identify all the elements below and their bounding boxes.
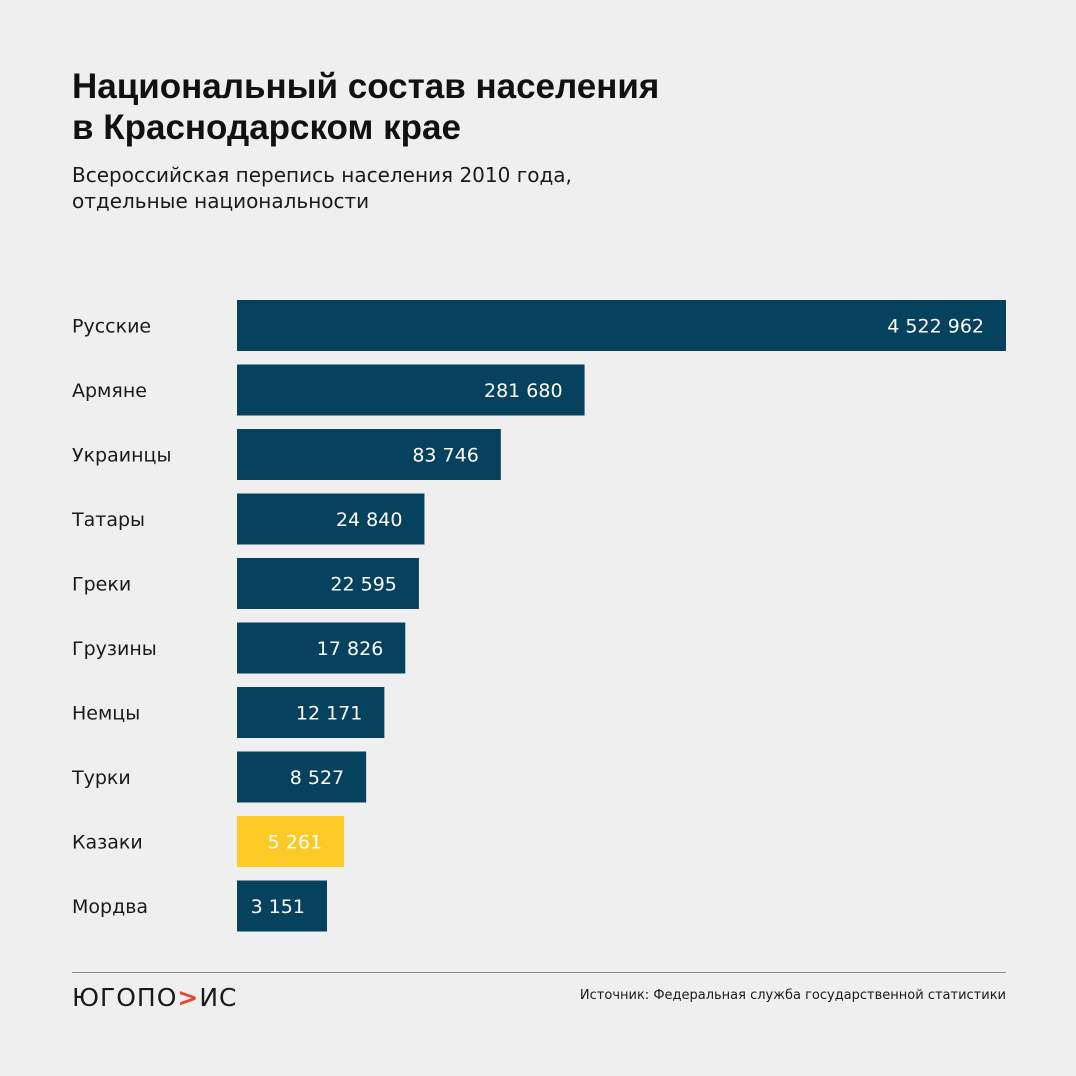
chart-subtitle-line2: отдельные национальности <box>72 189 370 213</box>
bar-9 <box>237 880 327 932</box>
category-label: Немцы <box>72 703 140 725</box>
chart-subtitle-line1: Всероссийская перепись населения 2010 го… <box>72 163 572 187</box>
footer-divider <box>72 972 1006 973</box>
bar-6 <box>237 687 385 738</box>
bar-0 <box>237 300 1006 351</box>
value-label: 12 171 <box>296 703 362 725</box>
category-label: Украинцы <box>72 445 171 467</box>
chart-title-line1: Национальный состав населения <box>72 67 660 106</box>
bar-4 <box>237 558 419 609</box>
value-label: 281 680 <box>484 380 563 402</box>
bar-2 <box>237 429 501 480</box>
value-label: 4 522 962 <box>887 316 984 338</box>
category-label: Татары <box>71 509 145 531</box>
source-note: Источник: Федеральная служба государстве… <box>579 988 1006 1003</box>
brand-logo: ЮГОПО>ИС <box>72 983 238 1012</box>
category-label: Русские <box>72 316 151 338</box>
logo-text-2: ИС <box>199 983 238 1012</box>
category-label: Греки <box>72 574 131 596</box>
value-label: 24 840 <box>336 509 402 531</box>
category-label: Мордва <box>72 896 148 918</box>
bar-1 <box>237 364 585 416</box>
value-label: 17 826 <box>317 638 383 660</box>
bar-5 <box>237 622 406 674</box>
value-label: 5 261 <box>268 832 322 854</box>
category-label: Армяне <box>72 380 147 402</box>
chart-title-line2: в Краснодарском крае <box>72 108 461 147</box>
category-label: Казаки <box>72 832 143 854</box>
bar-7 <box>237 751 367 803</box>
value-label: 8 527 <box>290 767 344 789</box>
chart-title: Национальный состав населения в Краснода… <box>72 66 972 148</box>
category-label: Турки <box>71 767 131 789</box>
value-label: 83 746 <box>412 445 478 467</box>
logo-text-1: ЮГОПО <box>72 983 178 1012</box>
bar-8 <box>237 816 345 867</box>
value-label: 3 151 <box>251 896 305 918</box>
logo-accent-mark: > <box>177 983 200 1012</box>
value-label: 22 595 <box>330 574 396 596</box>
category-label: Грузины <box>72 638 157 660</box>
chart-subtitle: Всероссийская перепись населения 2010 го… <box>72 162 972 214</box>
bar-3 <box>237 493 425 545</box>
